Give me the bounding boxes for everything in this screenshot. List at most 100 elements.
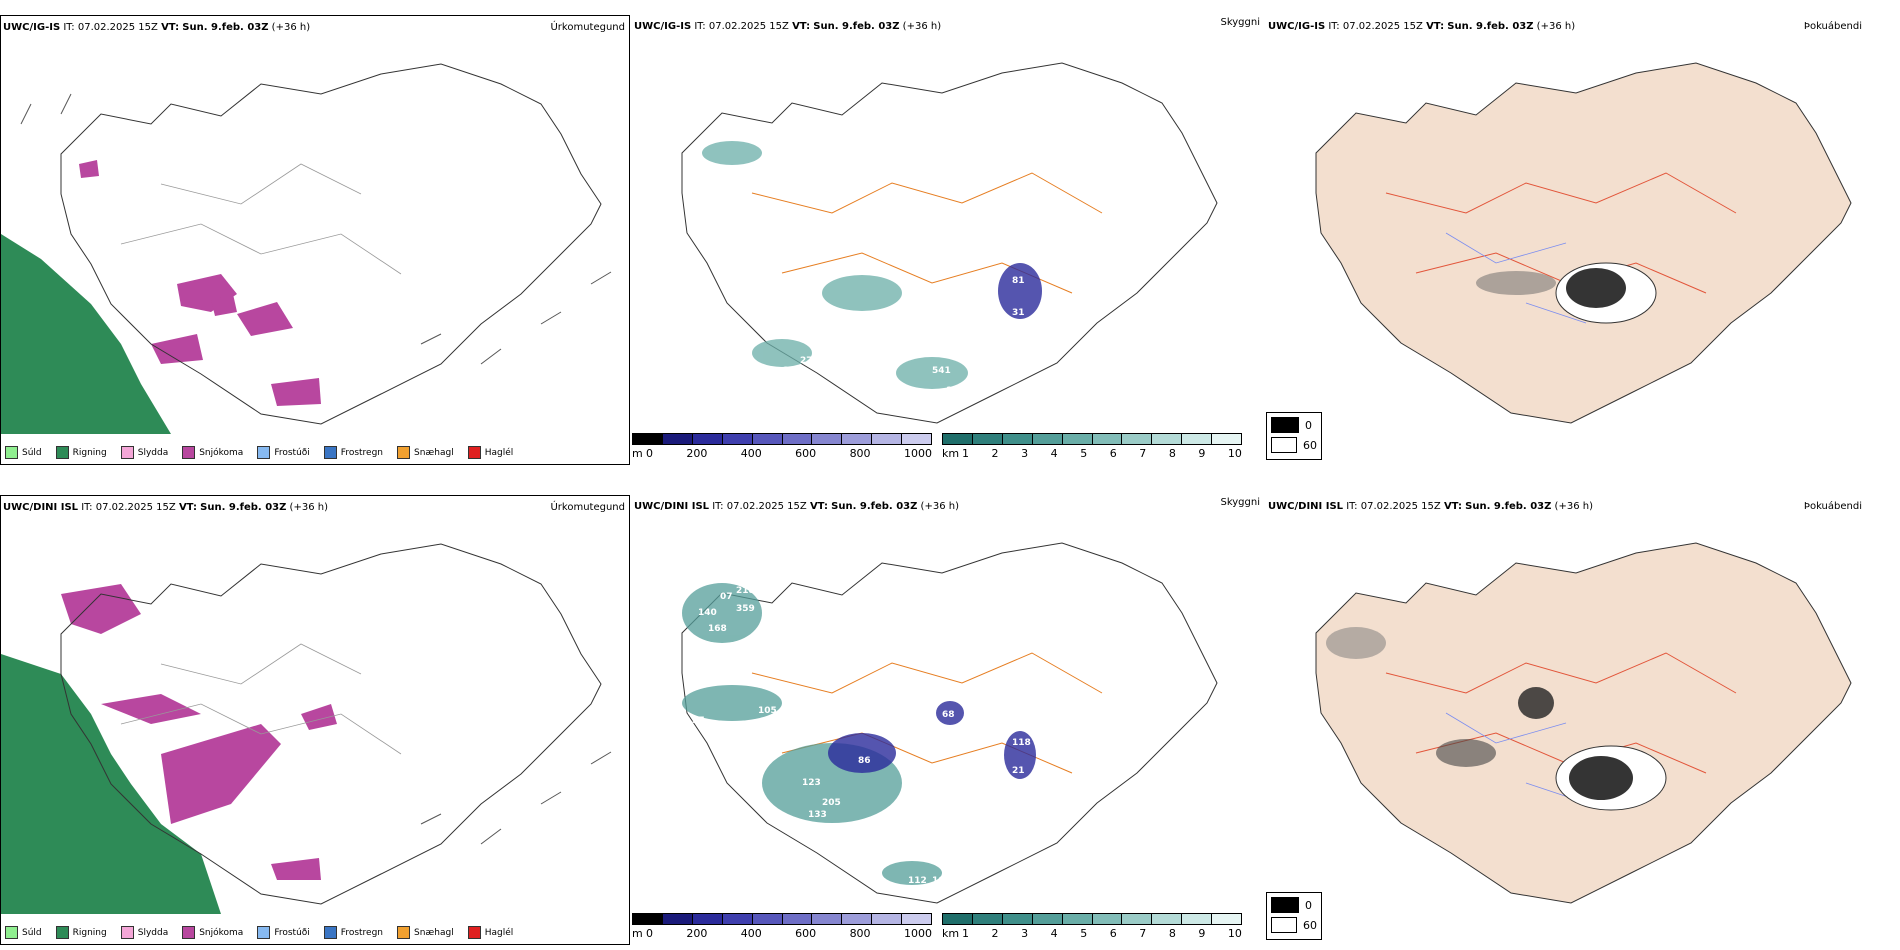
legend-item: Snæhagl <box>397 926 454 939</box>
fog-legend-bottom: 0 60 <box>1266 892 1322 940</box>
colorbar-cell <box>782 914 813 924</box>
fog-area <box>1436 739 1496 767</box>
vis-label: 205 <box>822 798 841 808</box>
fog-map <box>1315 62 1852 424</box>
legend-item: Frostregn <box>323 446 383 459</box>
panel-title: UWC/DINI ISL IT: 07.02.2025 15Z VT: Sun.… <box>1268 501 1593 512</box>
colorbar-cell <box>752 434 783 444</box>
vis-label: 57 <box>692 716 705 726</box>
vis-label: 31 <box>1012 308 1025 318</box>
colorbar-cell <box>1092 434 1123 444</box>
precip-type-map <box>1 543 612 914</box>
colorbar-cell <box>1212 914 1242 924</box>
colorbar-cell <box>812 914 843 924</box>
vis-label: 273 <box>800 356 819 366</box>
vis-label: 116 <box>910 402 929 412</box>
panel-precip-type-bottom: UWC/DINI ISL IT: 07.02.2025 15Z VT: Sun.… <box>0 495 630 945</box>
legend-item: Frostúði <box>257 926 310 939</box>
panel-visibility-top: UWC/IG-IS IT: 07.02.2025 15Z VT: Sun. 9.… <box>632 15 1264 465</box>
vis-label: 86 <box>858 756 871 766</box>
vis-label: 19 <box>946 386 959 396</box>
coastline <box>60 543 602 905</box>
legend-item: Rigning <box>55 446 107 459</box>
wind-barbs <box>420 751 612 845</box>
fog-map <box>1315 542 1852 904</box>
precip-type-map <box>1 63 612 434</box>
colorbar-cell <box>943 914 973 924</box>
legend-item: Frostregn <box>323 926 383 939</box>
legend-item: Súld <box>5 926 42 939</box>
vis-labels: 218 359 140 168 57 105 323 86 123 205 13… <box>692 586 1031 886</box>
legend-item: Slydda <box>120 926 168 939</box>
panel-field-name: Þokuábendi <box>1803 21 1862 32</box>
panel-title: UWC/DINI ISL IT: 07.02.2025 15Z VT: Sun.… <box>634 501 959 512</box>
vis-label: 112 <box>908 876 927 886</box>
colorbar-cell <box>1122 914 1153 924</box>
coastline <box>60 63 602 425</box>
roads <box>120 643 402 755</box>
very-low-vis-areas <box>828 701 1036 779</box>
colorbar-cell <box>752 914 783 924</box>
colorbar-cell <box>872 434 903 444</box>
colorbar-cell <box>1182 914 1213 924</box>
vis-label: 21 <box>1012 766 1025 776</box>
panel-title: UWC/IG-IS IT: 07.02.2025 15Z VT: Sun. 9.… <box>3 22 311 33</box>
panel-fog-top: UWC/IG-IS IT: 07.02.2025 15Z VT: Sun. 9.… <box>1266 15 1866 465</box>
colorbar-cell <box>902 434 932 444</box>
panel-field-name: Úrkomutegund <box>550 22 625 33</box>
vis-label: 168 <box>708 624 727 634</box>
colorbar-cell <box>1032 914 1063 924</box>
fog-area <box>1476 271 1556 295</box>
colorbar-cell <box>842 914 873 924</box>
panel-field-name: Skyggni <box>1220 17 1260 28</box>
vis-label: 359 <box>736 604 755 614</box>
colorbar-cell <box>872 914 903 924</box>
panel-fog-bottom: UWC/DINI ISL IT: 07.02.2025 15Z VT: Sun.… <box>1266 495 1866 945</box>
very-low-vis-area <box>998 263 1042 319</box>
panel-field-name: Þokuábendi <box>1803 501 1862 512</box>
panel-title: UWC/DINI ISL IT: 07.02.2025 15Z VT: Sun.… <box>3 502 328 513</box>
colorbar-cell <box>692 914 723 924</box>
vis-label: 990 <box>820 826 839 836</box>
colorbar-cell <box>692 434 723 444</box>
visibility-map: 81 31 273 63 541 116 111 19 59 <box>681 62 1218 424</box>
colorbar-cell <box>1122 434 1153 444</box>
legend-item: Haglél <box>467 926 513 939</box>
legend-item: Snjókoma <box>182 446 243 459</box>
colorbar-cell <box>902 914 932 924</box>
vis-label: 118 <box>1012 738 1031 748</box>
coastline <box>1315 62 1852 424</box>
panel-title: UWC/IG-IS IT: 07.02.2025 15Z VT: Sun. 9.… <box>1268 21 1576 32</box>
colorbar-cell <box>1002 914 1033 924</box>
colorbar-cell <box>1152 434 1183 444</box>
vis-label: 140 <box>698 608 717 618</box>
colorbar-cell <box>972 914 1003 924</box>
colorbar-cell <box>722 434 753 444</box>
vis-label: 218 <box>736 586 755 596</box>
vis-label: 63 <box>782 366 795 376</box>
fog-area <box>1326 627 1386 659</box>
colorbar-cell <box>782 434 813 444</box>
panel-precip-type-top: UWC/IG-IS IT: 07.02.2025 15Z VT: Sun. 9.… <box>0 15 630 465</box>
colorbar-cell <box>633 914 663 924</box>
coastline <box>681 62 1218 424</box>
coastline <box>1315 542 1852 904</box>
fog-area <box>1566 268 1626 308</box>
colorbar-cell <box>662 914 693 924</box>
low-vis-areas <box>702 141 968 389</box>
colorbar-cell <box>722 914 753 924</box>
colorbar-cell <box>972 434 1003 444</box>
vis-label: 133 <box>808 810 827 820</box>
panel-visibility-bottom: UWC/DINI ISL IT: 07.02.2025 15Z VT: Sun.… <box>632 495 1264 945</box>
vis-label: 657 <box>804 838 823 848</box>
panel-field-name: Úrkomutegund <box>550 502 625 513</box>
wind-barbs <box>20 93 612 365</box>
legend-item: Snæhagl <box>397 446 454 459</box>
colorbar-cell <box>943 434 973 444</box>
vis-label: 541 <box>932 366 951 376</box>
rivers <box>1445 232 1587 324</box>
vis-label: 105 <box>758 706 777 716</box>
colorbar-cell <box>1062 914 1093 924</box>
fog-legend-top: 0 60 <box>1266 412 1322 460</box>
fog-area <box>1518 687 1554 719</box>
